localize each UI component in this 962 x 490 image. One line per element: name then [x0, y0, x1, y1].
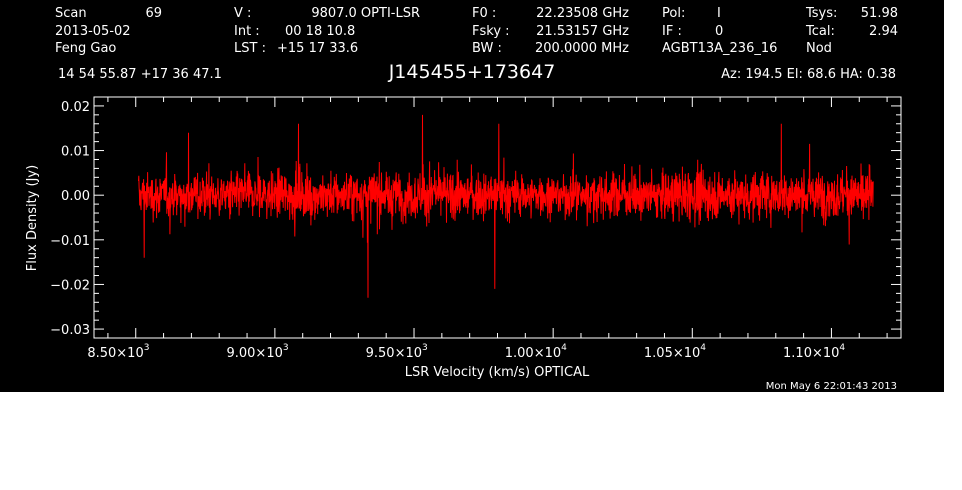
header-fsky-value: 21.53157 GHz — [536, 24, 629, 39]
header-lst-value: +15 17 33.6 — [277, 41, 358, 56]
x-tick-label: 9.00×10 — [226, 346, 282, 361]
x-tick-exponent: 4 — [561, 343, 567, 353]
y-tick-label: −0.03 — [50, 323, 90, 338]
header-scan-number: 69 — [145, 6, 162, 21]
y-tick-label: −0.02 — [50, 278, 90, 293]
header-date: 2013-05-02 — [55, 24, 131, 39]
header-project: AGBT13A_236_16 — [662, 41, 777, 56]
plot-frame — [93, 96, 902, 339]
y-tick-label: −0.01 — [50, 234, 90, 249]
y-tick-label: 0.00 — [61, 189, 90, 204]
x-tick-exponent: 3 — [144, 343, 150, 353]
spectrum-trace-line — [138, 114, 874, 298]
header-velocity-value: 9807.0 OPTI-LSR — [311, 6, 420, 21]
x-tick-label: 1.05×10 — [644, 346, 700, 361]
x-tick-exponent: 3 — [422, 343, 428, 353]
header-coordinates: 14 54 55.87 +17 36 47.1 — [58, 67, 222, 82]
header-f0-label: F0 : — [472, 6, 496, 21]
source-name: J145455+173647 — [388, 61, 556, 83]
header-tsys-label: Tsys: — [805, 6, 837, 21]
axis-ticks — [94, 96, 901, 339]
x-tick-label: 8.50×10 — [87, 346, 143, 361]
header-scan-label: Scan — [55, 6, 87, 21]
header-int-value: 00 18 10.8 — [285, 24, 355, 39]
header-observer: Feng Gao — [55, 41, 116, 56]
y-tick-label: 0.02 — [61, 100, 90, 115]
header-fsky-label: Fsky : — [472, 24, 510, 39]
x-tick-label: 1.00×10 — [505, 346, 561, 361]
header-az-el-ha: Az: 194.5 El: 68.6 HA: 0.38 — [721, 67, 896, 82]
header-tcal-label: Tcal: — [805, 24, 835, 39]
header-velocity-label: V : — [234, 6, 251, 21]
header-tcal-value: 2.94 — [869, 24, 898, 39]
spectrum-trace — [138, 114, 874, 298]
header-bw-value: 200.0000 MHz — [535, 41, 629, 56]
header-if-label: IF : — [662, 24, 682, 39]
header-int-label: Int : — [234, 24, 260, 39]
x-axis-label: LSR Velocity (km/s) OPTICAL — [405, 365, 590, 380]
x-tick-exponent: 4 — [700, 343, 706, 353]
header-pol-label: Pol: — [662, 6, 685, 21]
x-tick-label: 1.10×10 — [783, 346, 839, 361]
header-bw-label: BW : — [472, 41, 502, 56]
y-axis-label: Flux Density (Jy) — [25, 165, 40, 271]
x-tick-exponent: 3 — [283, 343, 289, 353]
header-f0-value: 22.23508 GHz — [536, 6, 629, 21]
x-tick-label: 9.50×10 — [366, 346, 422, 361]
header-lst-label: LST : — [234, 41, 266, 56]
y-tick-label: 0.01 — [61, 145, 90, 160]
spectrum-plot-window: Scan 69 2013-05-02 Feng Gao V : 9807.0 O… — [0, 0, 944, 392]
header-tsys-value: 51.98 — [861, 6, 898, 21]
plot-timestamp: Mon May 6 22:01:43 2013 — [766, 381, 897, 392]
header-proc: Nod — [806, 41, 832, 56]
x-tick-exponent: 4 — [839, 343, 845, 353]
header-pol-value: I — [717, 6, 721, 21]
axis-tick-labels: 8.50×10 3 9.00×10 3 9.50×10 3 1.00×10 4 1.05×10 4… — [50, 100, 845, 361]
header-if-value: 0 — [715, 24, 723, 39]
